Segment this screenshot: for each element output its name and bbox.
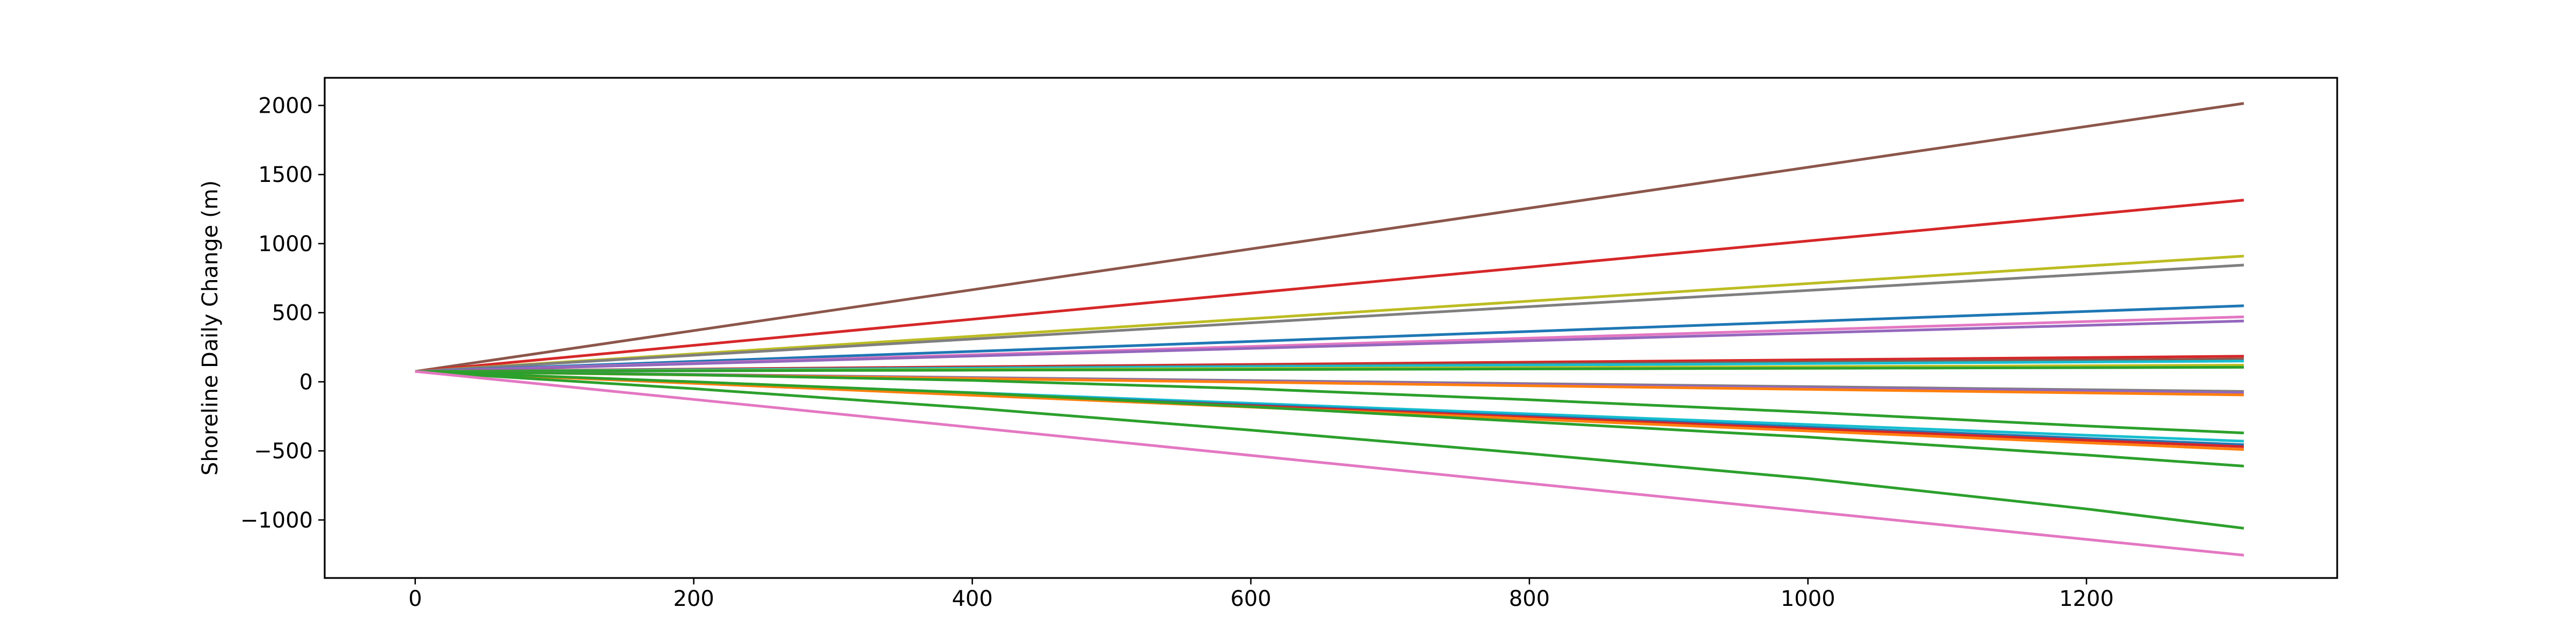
series-line-22 <box>415 370 2244 530</box>
x-tick-label: 800 <box>1509 587 1550 611</box>
series-line-7 <box>415 319 2244 373</box>
y-tick-label: 0 <box>299 370 313 394</box>
y-tick-label: 500 <box>272 301 313 326</box>
series-line-12 <box>415 365 2244 373</box>
y-tick-label: −500 <box>254 439 313 464</box>
y-tick-label: 1500 <box>258 163 313 187</box>
series-line-16 <box>415 370 2244 435</box>
y-tick-label: 1000 <box>258 232 313 257</box>
x-tick-label: 400 <box>952 587 993 611</box>
x-tick-label: 600 <box>1231 587 1271 611</box>
series-line-3 <box>415 254 2244 373</box>
series-layer <box>415 102 2244 557</box>
plot-frame <box>324 77 2338 579</box>
y-tick-label: 2000 <box>258 93 313 118</box>
series-line-5 <box>415 304 2244 373</box>
series-line-23 <box>415 370 2244 557</box>
series-line-21 <box>415 370 2244 467</box>
x-tick-label: 1200 <box>2059 587 2114 611</box>
x-tick-label: 200 <box>674 587 714 611</box>
series-line-2 <box>415 199 2244 373</box>
x-axis: 0 200 400 600 800 1000 1200 <box>408 578 2114 611</box>
series-line-4 <box>415 264 2244 373</box>
x-tick-label: 1000 <box>1781 587 1835 611</box>
y-tick-label: −1000 <box>240 508 313 533</box>
series-line-1 <box>415 102 2244 373</box>
y-axis-label: Shoreline Daily Change (m) <box>198 180 223 475</box>
x-tick-label: 0 <box>408 587 422 611</box>
y-axis: −1000 −500 0 500 1000 1500 2000 <box>240 93 325 533</box>
